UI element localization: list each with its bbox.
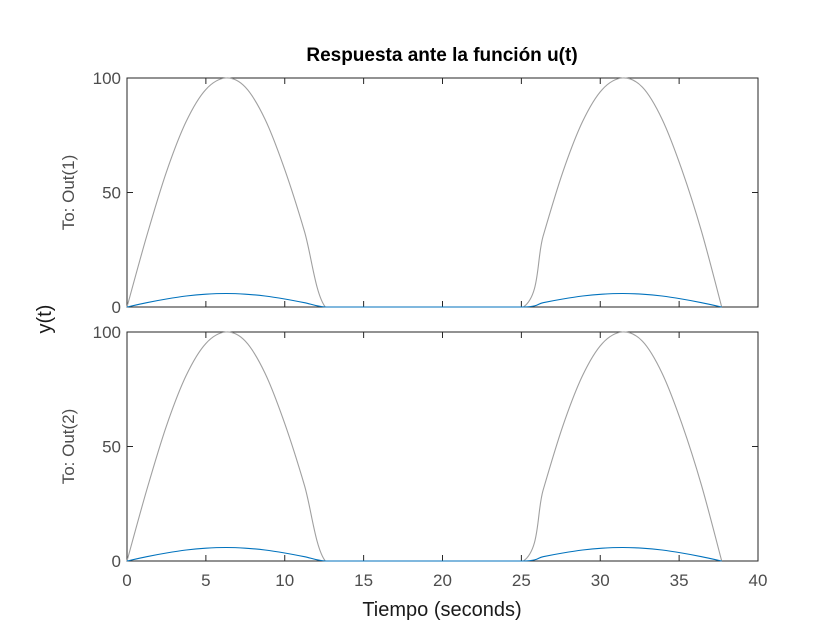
subplot-y-label-2: To: Out(2) — [59, 409, 78, 485]
chart-title: Respuesta ante la función u(t) — [306, 45, 577, 66]
shared-y-axis-label: y(t) — [34, 305, 56, 334]
y-tick-label: 50 — [102, 438, 121, 457]
x-tick-label: 25 — [512, 571, 531, 590]
y-tick-label: 0 — [112, 552, 121, 571]
x-tick-label: 5 — [201, 571, 210, 590]
axes-box-1 — [126, 77, 759, 308]
y-tick-label: 0 — [112, 298, 121, 317]
axes-box-2 — [126, 331, 759, 562]
subplot-y-label-1: To: Out(1) — [59, 155, 78, 231]
x-tick-label: 10 — [275, 571, 294, 590]
series-line-output-2 — [126, 546, 722, 562]
y-tick-label: 100 — [93, 323, 121, 342]
x-tick-label: 20 — [433, 571, 452, 590]
x-tick-label: 0 — [122, 571, 131, 590]
series-line-output-1 — [126, 292, 722, 308]
y-tick-label: 50 — [102, 184, 121, 203]
subplot-out2: 0 50 100 0 5 10 15 20 25 30 35 40 To: Out(2) — [59, 323, 767, 590]
x-axis-label: Tiempo (seconds) — [362, 599, 521, 621]
x-tick-label: 35 — [670, 571, 689, 590]
y-tick-label: 100 — [93, 69, 121, 88]
x-tick-label: 40 — [749, 571, 768, 590]
subplot-out1: 0 50 100 To: Out(1) — [59, 69, 759, 317]
x-tick-label: 15 — [354, 571, 373, 590]
x-tick-label: 30 — [591, 571, 610, 590]
